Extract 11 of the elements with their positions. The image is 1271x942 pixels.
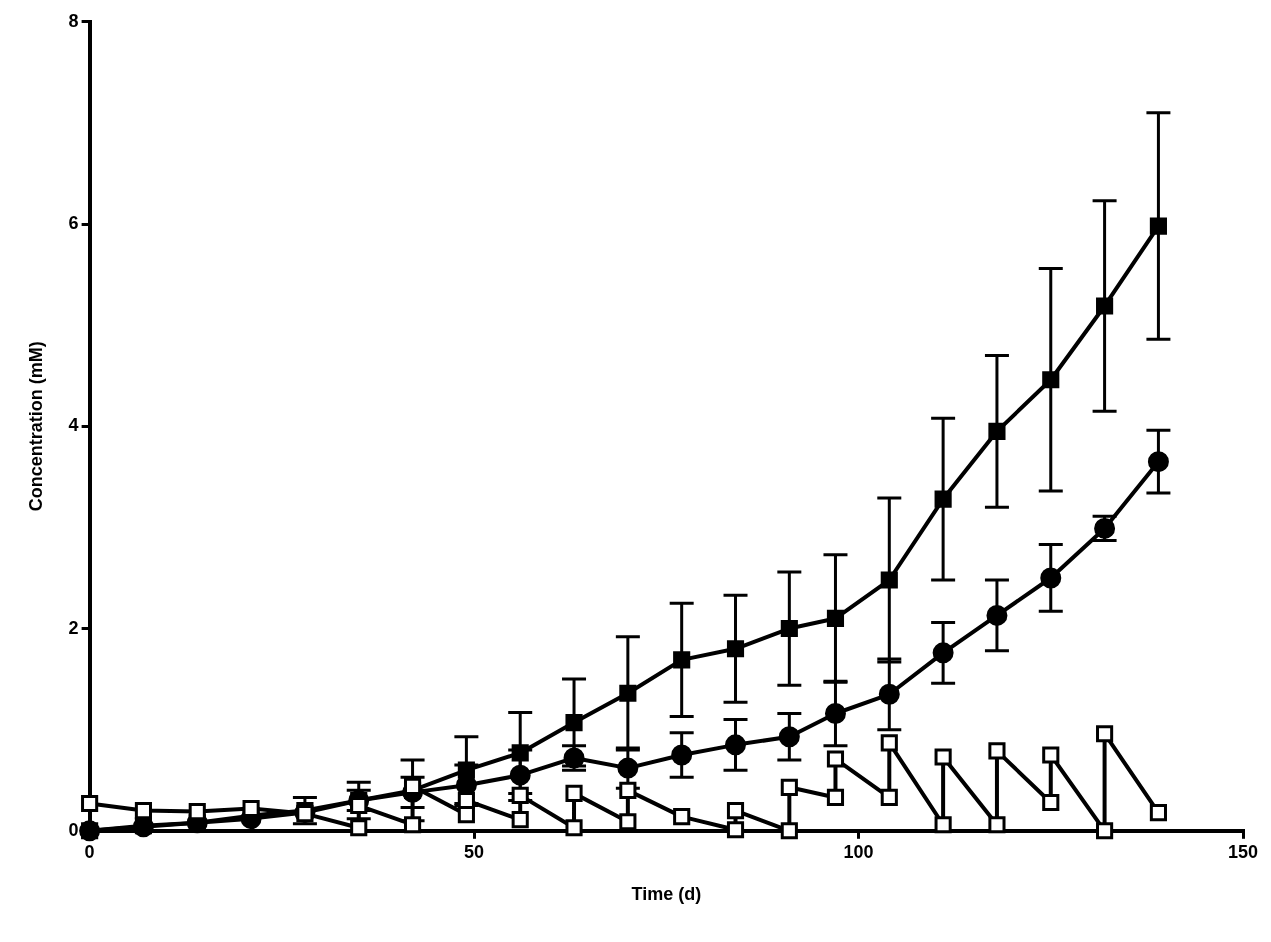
y-tick-label: 6: [68, 213, 79, 234]
x-tick-label: 150: [1227, 841, 1259, 862]
y-tick-label: 4: [68, 415, 79, 436]
x-tick-label: 50: [464, 841, 485, 862]
y-axis-title: Concentration (mM): [25, 341, 46, 512]
x-axis-title: Time (d): [631, 884, 702, 905]
y-tick-label: 0: [68, 819, 79, 840]
x-tick-label: 100: [843, 841, 874, 862]
x-tick-label: 0: [84, 841, 95, 862]
y-tick-label: 2: [68, 617, 79, 638]
y-tick-label: 8: [68, 10, 79, 31]
